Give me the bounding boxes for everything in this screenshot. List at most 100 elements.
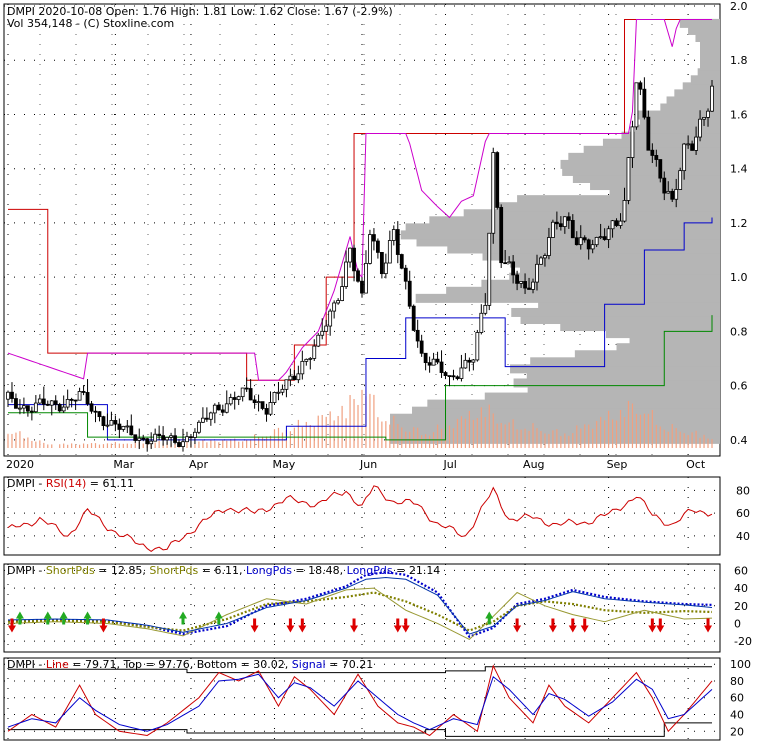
volume-profile-bar [538,300,720,310]
candle-body [459,367,464,379]
candle-body [443,372,448,376]
volume-bar [711,439,713,448]
volume-bar [51,444,53,448]
volume-bar [198,441,200,448]
candle-body [403,267,408,282]
volume-profile-bar [639,117,720,127]
price-y-tick-label: 0.8 [730,325,748,338]
candle-body [519,281,523,284]
candle-body [69,398,74,401]
x-tick-label: Aug [523,458,544,471]
price-y-tick-label: 1.0 [730,271,748,284]
volume-bar [174,443,176,448]
volume-profile-bar [590,181,720,191]
volume-profile-bar [510,364,720,374]
candle-body [690,143,695,151]
volume-profile-bar [635,110,720,120]
volume-bar [631,403,634,448]
candle-body [97,411,102,418]
volume-bar [110,443,113,448]
candle-body [638,82,643,90]
volume-bar [619,409,622,448]
candle-body [165,436,169,441]
volume-profile-bar [568,152,720,162]
candle-body [650,149,655,156]
candle-body [236,396,241,400]
candle-body [654,155,659,160]
volume-profile-bar [660,103,720,113]
volume-bar [663,429,665,448]
candle-body [427,362,432,366]
candle-body [157,433,162,436]
candle-body [547,237,551,256]
candle-body [308,358,313,360]
candle-body [109,420,114,426]
volume-bar [476,418,478,448]
volume-bar [31,440,33,448]
candle-body [602,236,607,240]
volume-bar [317,415,319,448]
candle-body [364,262,368,294]
volume-bar [71,443,73,448]
volume-bar [349,395,351,448]
candle-body [491,152,496,234]
candle-body [415,329,420,342]
volume-bar [218,442,220,448]
candle-body [113,420,118,425]
volume-profile-bar [616,343,720,353]
volume-profile-bar [572,174,720,184]
price-y-tick-label: 0.4 [730,434,748,447]
volume-bar [401,427,403,448]
volume-bar [480,407,482,448]
candle-body [475,332,480,361]
volume-bar [158,441,160,448]
volume-bar [166,442,168,448]
candle-body [117,423,122,430]
volume-profile-bar [602,138,720,148]
volume-bar [82,443,85,448]
volume-bar [194,442,196,448]
candle-body [208,412,213,420]
volume-profile-bar [605,329,720,339]
volume-bar [703,434,705,448]
volume-bar [39,440,41,448]
volume-bar [321,415,323,448]
volume-bar [536,428,538,448]
candle-body [411,305,416,331]
volume-profile-bar [496,202,720,212]
candle-body [340,286,345,301]
volume-bar [94,443,97,448]
volume-bar [389,424,391,448]
volume-bar [226,440,228,448]
x-tick-label: Apr [189,458,209,471]
volume-bar [345,418,347,448]
volume-bar [544,433,546,448]
stoch-y-tick-label: 60 [730,692,744,705]
sell-arrow [286,618,295,633]
candle-body [121,425,126,430]
candle-body [316,334,321,347]
candle-body [630,126,635,158]
candle-body [149,440,154,445]
volume-profile-bar [482,251,720,261]
volume-bar [667,431,669,448]
volume-profile-bar [511,307,720,317]
candle-body [666,190,671,194]
candle-body [594,236,599,246]
volume-profile-bar [519,265,720,275]
volume-profile-bar [400,230,720,240]
sell-arrow [580,618,589,633]
volume-profile-bar [674,89,720,99]
rsi-panel-frame [3,476,721,556]
stoch-y-tick-label: 40 [730,709,744,722]
buy-arrow [43,611,52,625]
candle-body [65,398,70,408]
volume-bar [600,416,602,448]
candle-body [53,400,58,405]
candle-body [232,397,237,400]
volume-bar [651,409,653,448]
price-y-tick-label: 1.2 [730,217,748,230]
candle-body [161,435,166,441]
volume-bar [126,443,128,448]
volume-bar [695,430,697,448]
